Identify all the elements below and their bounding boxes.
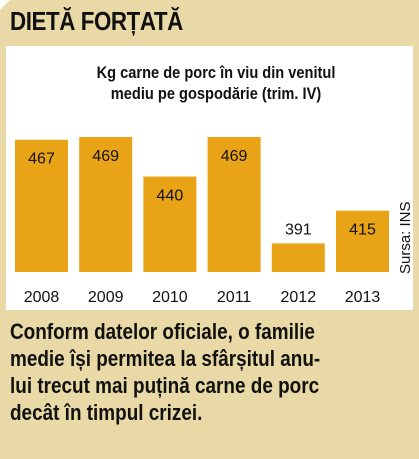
bar-2012 (271, 243, 325, 272)
source-label: Sursa: INS (397, 201, 414, 274)
bar-2011 (207, 137, 261, 272)
tick-label-2011: 2011 (217, 289, 252, 306)
corner-notch (0, 0, 10, 10)
bar-2009 (79, 137, 133, 272)
data-label-2013: 415 (349, 222, 376, 239)
data-label-2008: 467 (28, 151, 55, 168)
bar-2010 (143, 176, 197, 272)
tick-label-2008: 2008 (24, 289, 60, 306)
bar-2008 (15, 139, 68, 272)
caption-line-1: Conform datelor oficiale, o familie (10, 319, 315, 344)
bar-chart: 467 2008 469 2009 440 2010 469 2011 391 2012 415 20… (15, 137, 389, 306)
chart-title-line-1: Kg carne de porc în viu din venitul (96, 63, 336, 82)
caption: Conform datelor oficiale, o familie medi… (10, 318, 410, 426)
bar-2013 (336, 210, 389, 272)
chart-title: Kg carne de porc în viu din venitul medi… (46, 62, 386, 104)
data-label-2009: 469 (92, 148, 119, 165)
tick-label-2009: 2009 (88, 289, 124, 306)
page-title: DIETĂ FORȚATĂ (10, 6, 183, 36)
data-label-2012: 391 (285, 221, 312, 238)
caption-line-2: medie își permitea la sfârșitul anu- (10, 346, 321, 371)
chart-panel: Kg carne de porc în viu din venitul medi… (6, 46, 414, 310)
data-label-2010: 440 (157, 188, 184, 205)
tick-label-2013: 2013 (345, 289, 381, 306)
data-label-2011: 469 (221, 148, 248, 165)
chart-title-line-2: mediu pe gospodărie (trim. IV) (110, 84, 322, 103)
caption-line-3: lui trecut mai puțină carne de porc (10, 373, 320, 398)
title-bar: DIETĂ FORȚATĂ (0, 0, 419, 44)
caption-line-4: decât în timpul crizei. (10, 400, 203, 425)
tick-label-2010: 2010 (152, 289, 188, 306)
tick-label-2012: 2012 (281, 289, 317, 306)
